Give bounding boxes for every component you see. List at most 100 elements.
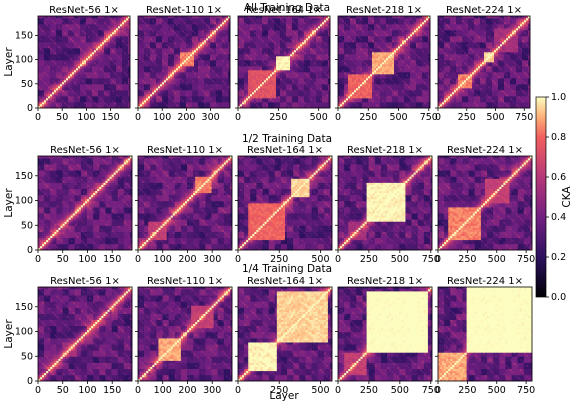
heatmap-cell: [194, 30, 196, 32]
heatmap-cell: [70, 92, 72, 94]
heatmap-cell: [100, 96, 102, 98]
heatmap-cell: [108, 20, 110, 22]
heatmap-cell: [276, 82, 278, 84]
heatmap-cell: [224, 42, 226, 44]
heatmap-cell: [184, 98, 186, 100]
heatmap-cell: [40, 36, 42, 38]
heatmap-cell: [54, 26, 56, 28]
heatmap-cell: [40, 100, 42, 102]
heatmap-cell: [124, 74, 126, 76]
heatmap-cell: [118, 88, 120, 90]
heatmap-cell: [158, 34, 160, 36]
heatmap-cell: [52, 50, 54, 52]
heatmap-cell: [44, 66, 46, 68]
heatmap-cell: [46, 86, 48, 88]
heatmap-cell: [88, 44, 90, 46]
heatmap-cell: [294, 94, 296, 96]
heatmap-cell: [190, 42, 192, 44]
heatmap-cell: [68, 64, 70, 66]
heatmap-cell: [264, 84, 266, 86]
heatmap-cell: [152, 104, 154, 106]
heatmap-cell: [156, 66, 158, 68]
x-tick-label: 0: [135, 112, 141, 123]
heatmap-cell: [190, 50, 192, 52]
heatmap-cell: [244, 100, 246, 102]
heatmap-cell: [118, 56, 120, 58]
heatmap-cell: [190, 22, 192, 24]
heatmap-cell: [308, 76, 310, 78]
heatmap-cell: [226, 72, 228, 74]
heatmap-cell: [226, 36, 228, 38]
heatmap-cell: [80, 82, 82, 84]
heatmap-cell: [206, 78, 208, 80]
heatmap-cell: [94, 32, 96, 34]
heatmap-cell: [310, 90, 312, 92]
heatmap-cell: [314, 92, 316, 94]
heatmap-cell: [296, 90, 298, 92]
heatmap-cell: [56, 38, 58, 40]
heatmap-cell: [122, 64, 124, 66]
heatmap-cell: [106, 84, 108, 86]
heatmap-cell: [220, 88, 222, 90]
heatmap-cell: [122, 104, 124, 106]
heatmap-cell: [60, 88, 62, 90]
heatmap-cell: [70, 100, 72, 102]
heatmap-cell: [270, 78, 272, 80]
heatmap-cell: [44, 64, 46, 66]
heatmap-cell: [210, 70, 212, 72]
heatmap-cell: [198, 86, 200, 88]
heatmap-cell: [126, 68, 128, 70]
heatmap-cell: [162, 82, 164, 84]
heatmap-cell: [212, 64, 214, 66]
heatmap-cell: [116, 30, 118, 32]
heatmap-cell: [70, 98, 72, 100]
heatmap-cell: [204, 62, 206, 64]
heatmap-cell: [216, 38, 218, 40]
heatmap-cell: [226, 22, 228, 24]
heatmap-cell: [76, 42, 78, 44]
heatmap-cell: [142, 82, 144, 84]
heatmap-cell: [208, 54, 210, 56]
heatmap-cell: [72, 26, 74, 28]
heatmap-cell: [224, 104, 226, 106]
heatmap-cell: [206, 50, 208, 52]
heatmap-cell: [188, 36, 190, 38]
heatmap-cell: [148, 18, 150, 20]
heatmap-cell: [110, 90, 112, 92]
heatmap-cell: [326, 82, 328, 84]
heatmap-cell: [192, 90, 194, 92]
heatmap-cell: [68, 90, 70, 92]
heatmap-cell: [102, 66, 104, 68]
heatmap-cell: [44, 88, 46, 90]
heatmap-cell: [96, 28, 98, 30]
heatmap-cell: [110, 92, 112, 94]
heatmap-cell: [216, 28, 218, 30]
heatmap-cell: [282, 98, 284, 100]
heatmap-cell: [144, 26, 146, 28]
heatmap-cell: [98, 72, 100, 74]
heatmap-cell: [218, 84, 220, 86]
heatmap-cell: [254, 100, 256, 102]
heatmap-cell: [218, 40, 220, 42]
heatmap-cell: [212, 76, 214, 78]
heatmap-cell: [94, 98, 96, 100]
heatmap-cell: [68, 72, 70, 74]
heatmap-cell: [208, 24, 210, 26]
heatmap-cell: [108, 88, 110, 90]
heatmap-cell: [80, 48, 82, 50]
heatmap-cell: [206, 44, 208, 46]
heatmap-cell: [174, 38, 176, 40]
heatmap-cell: [140, 38, 142, 40]
heatmap-cell: [204, 80, 206, 82]
heatmap-cell: [66, 32, 68, 34]
heatmap-cell: [150, 64, 152, 66]
heatmap-cell: [60, 80, 62, 82]
heatmap-cell: [94, 86, 96, 88]
heatmap-cell: [170, 22, 172, 24]
heatmap-cell: [68, 74, 70, 76]
heatmap-cell: [184, 74, 186, 76]
heatmap-cell: [126, 92, 128, 94]
heatmap-cell: [246, 104, 248, 106]
heatmap-cell: [248, 86, 250, 88]
heatmap-cell: [172, 92, 174, 94]
